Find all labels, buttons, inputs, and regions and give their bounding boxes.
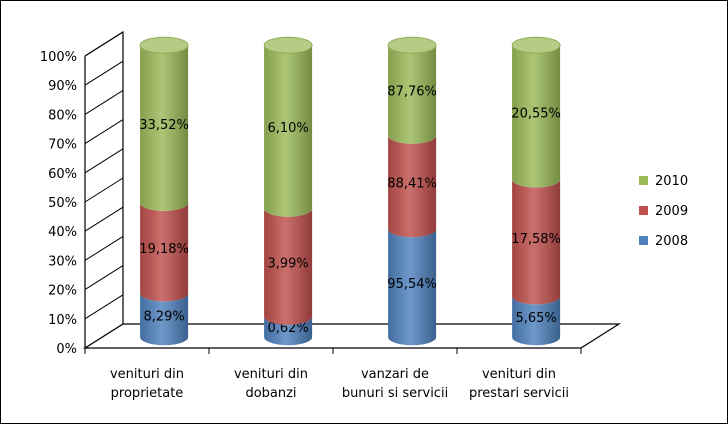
y-tick-label: 10% xyxy=(48,313,77,328)
legend-swatch xyxy=(639,206,648,215)
category-label: dobanzi xyxy=(245,386,296,401)
bar-segment xyxy=(388,229,437,346)
data-label: 88,41% xyxy=(387,176,437,191)
bar-segment xyxy=(140,293,189,346)
y-tick-mark xyxy=(84,177,124,203)
y-tick-label: 100% xyxy=(40,50,77,65)
bar-segment xyxy=(512,179,561,305)
y-tick-mark xyxy=(84,31,124,57)
y-tick-mark xyxy=(84,119,124,145)
bar-segment xyxy=(512,45,561,188)
legend-label: 2009 xyxy=(655,204,688,219)
bar-segment xyxy=(264,208,313,325)
y-tick-mark xyxy=(84,148,124,174)
y-tick-label: 90% xyxy=(48,79,77,94)
bar-segment xyxy=(140,202,189,302)
cylinder-top xyxy=(263,36,313,54)
cylinder-top xyxy=(139,36,189,54)
data-label: 19,18% xyxy=(139,242,189,257)
y-tick-mark xyxy=(84,60,124,86)
bar-segment xyxy=(388,135,437,238)
category-label: venituri din xyxy=(234,367,308,382)
data-label: 87,76% xyxy=(387,84,437,99)
data-label: 20,55% xyxy=(511,106,561,121)
y-tick-label: 30% xyxy=(48,254,77,269)
cylinder-top xyxy=(511,36,561,54)
y-tick-mark xyxy=(84,235,124,261)
category-label: venituri din xyxy=(482,367,556,382)
bar-segment xyxy=(388,45,437,144)
data-label: 8,29% xyxy=(143,309,184,324)
y-tick-mark xyxy=(84,265,124,291)
category-label: bunuri si servicii xyxy=(342,386,448,401)
legend-swatch xyxy=(639,236,648,245)
data-label: 95,54% xyxy=(387,277,437,292)
y-tick-label: 70% xyxy=(48,138,77,153)
y-tick-label: 0% xyxy=(56,342,77,357)
data-label: 3,99% xyxy=(267,257,308,272)
y-tick-mark xyxy=(84,206,124,232)
category-label: proprietate xyxy=(111,386,184,401)
y-tick-label: 20% xyxy=(48,284,77,299)
data-label: 17,58% xyxy=(511,232,561,247)
y-tick-label: 80% xyxy=(48,108,77,123)
data-label: 33,52% xyxy=(139,118,189,133)
legend-label: 2008 xyxy=(655,234,688,249)
legend-swatch xyxy=(639,176,648,185)
y-tick-label: 50% xyxy=(48,196,77,211)
bar-segment xyxy=(264,316,313,346)
y-tick-label: 40% xyxy=(48,225,77,240)
y-tick-mark xyxy=(84,89,124,115)
data-label: 5,65% xyxy=(515,311,556,326)
y-tick-mark xyxy=(84,294,124,320)
bar-segment xyxy=(512,296,561,346)
legend-label: 2010 xyxy=(655,174,688,189)
y-tick-mark xyxy=(84,323,124,349)
cylinder-top xyxy=(387,36,437,54)
category-label: prestari servicii xyxy=(469,386,569,401)
data-label: 0,62% xyxy=(267,321,308,336)
bar-segment xyxy=(140,45,189,211)
data-label: 6,10% xyxy=(267,121,308,136)
category-label: venituri din xyxy=(110,367,184,382)
y-tick-label: 60% xyxy=(48,167,77,182)
bar-segment xyxy=(264,45,313,217)
category-label: vanzari de xyxy=(361,367,429,382)
back-wall-edge xyxy=(84,30,124,324)
